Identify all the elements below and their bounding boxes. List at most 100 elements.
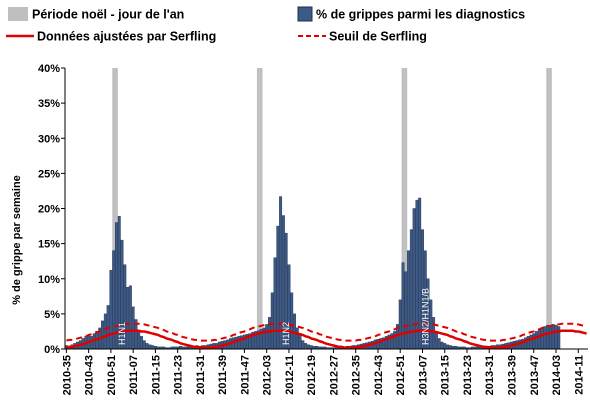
bar xyxy=(526,336,530,350)
x-tick-label: 2012-19 xyxy=(306,355,318,395)
x-tick-label: 2012-43 xyxy=(373,355,385,395)
bar xyxy=(140,336,143,350)
bar xyxy=(270,292,274,350)
bar xyxy=(415,199,419,350)
y-tick-label: 15% xyxy=(38,239,60,251)
fitted-line xyxy=(66,329,587,349)
bar xyxy=(268,317,271,350)
bar xyxy=(103,313,107,350)
bar xyxy=(240,335,244,350)
holiday-band xyxy=(546,68,550,349)
bar xyxy=(306,344,310,350)
x-tick-label: 2011-07 xyxy=(128,355,140,395)
bar xyxy=(234,336,238,350)
bar xyxy=(443,343,447,350)
bar xyxy=(557,326,561,350)
bar xyxy=(131,306,135,350)
bar xyxy=(546,324,550,350)
bar xyxy=(295,327,299,350)
holiday-band xyxy=(256,68,260,349)
legend-label: Période noël - jour de l'an xyxy=(32,7,184,21)
x-tick-label: 2012-11 xyxy=(284,355,296,395)
x-tick-label: 2013-39 xyxy=(506,355,518,395)
bar xyxy=(145,343,149,350)
bar xyxy=(554,324,558,350)
bar xyxy=(142,340,146,350)
x-tick-label: 2012-03 xyxy=(262,355,274,395)
x-tick-label: 2011-15 xyxy=(150,355,162,395)
x-tick-label: 2011-23 xyxy=(173,355,185,395)
bar xyxy=(404,271,408,350)
bar xyxy=(543,326,547,350)
bar xyxy=(434,331,438,350)
x-tick-label: 2010-43 xyxy=(84,355,96,395)
holiday-band xyxy=(112,68,116,349)
legend-label: Seuil de Serfling xyxy=(329,29,427,43)
bar xyxy=(301,340,305,350)
x-tick-label: 2012-27 xyxy=(328,355,340,395)
x-tick-label: 2010-51 xyxy=(106,355,118,395)
bar xyxy=(412,208,416,350)
holiday-band xyxy=(115,68,118,349)
bar xyxy=(446,344,449,350)
annotation: H1N2 xyxy=(281,322,291,345)
x-tick-label: 2010-35 xyxy=(61,355,73,395)
bar xyxy=(448,345,452,350)
bar xyxy=(548,325,552,350)
bar xyxy=(537,329,541,350)
bar xyxy=(109,270,113,350)
holiday-band xyxy=(549,68,552,349)
bar xyxy=(407,250,411,350)
x-tick-label: 2013-47 xyxy=(529,355,541,395)
y-tick-label: 40% xyxy=(38,63,60,75)
x-tick-label: 2012-51 xyxy=(395,355,407,395)
bar xyxy=(551,324,555,350)
bar xyxy=(265,324,269,350)
bar xyxy=(393,331,397,350)
y-tick-label: 5% xyxy=(44,309,60,321)
bar xyxy=(398,299,402,350)
x-tick-label: 2013-31 xyxy=(484,355,496,395)
bar xyxy=(151,345,155,350)
x-tick-label: 2011-47 xyxy=(239,355,251,395)
y-tick-label: 35% xyxy=(38,98,60,110)
bar xyxy=(535,331,538,350)
bar xyxy=(304,343,308,350)
bar xyxy=(440,341,444,350)
bar xyxy=(273,257,277,350)
x-tick-label: 2013-23 xyxy=(462,355,474,395)
bar xyxy=(529,334,533,350)
x-tick-label: 2011-31 xyxy=(195,355,207,395)
x-tick-label: 2011-39 xyxy=(217,355,229,395)
holiday-band xyxy=(404,68,408,349)
x-tick-label: 2013-15 xyxy=(440,355,452,395)
bar xyxy=(401,262,405,350)
annotation: H1N1 xyxy=(117,322,127,345)
bar xyxy=(148,344,152,350)
threshold-line xyxy=(66,322,587,342)
legend-swatch xyxy=(297,6,313,22)
legend-label: % de grippes parmi les diagnostics xyxy=(316,7,525,21)
bar xyxy=(540,327,544,350)
x-tick-label: 2013-07 xyxy=(417,355,429,395)
x-tick-label: 2014-11 xyxy=(573,355,585,395)
bar xyxy=(101,320,105,350)
holiday-band xyxy=(401,68,405,349)
bar xyxy=(298,334,302,350)
y-tick-label: 20% xyxy=(38,204,60,216)
holiday-band xyxy=(259,68,263,349)
legend-label: Données ajustées par Serfling xyxy=(37,29,216,43)
bar xyxy=(237,336,241,350)
bar xyxy=(432,317,436,350)
bar xyxy=(437,338,441,350)
y-tick-label: 30% xyxy=(38,133,60,145)
bar xyxy=(137,331,141,350)
y-axis-label: % de grippe par semaine xyxy=(11,175,23,305)
bar xyxy=(532,333,536,350)
bar xyxy=(128,285,132,350)
y-tick-label: 10% xyxy=(38,274,60,286)
x-tick-label: 2014-03 xyxy=(551,355,563,395)
annotation: H3N2/H1N1/B xyxy=(420,288,430,345)
y-tick-label: 0% xyxy=(44,344,60,356)
